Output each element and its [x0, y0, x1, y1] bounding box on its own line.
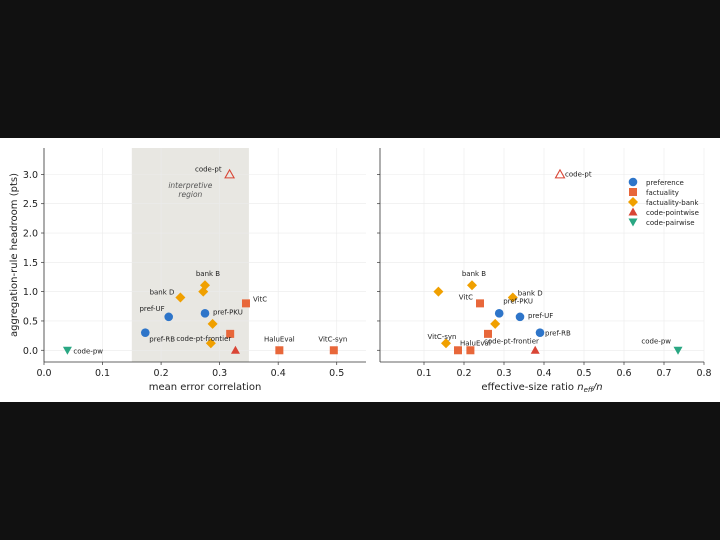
legend-marker [628, 207, 638, 216]
region-label-line1: interpretive [168, 181, 212, 190]
x-tick-label: 0.6 [616, 368, 631, 379]
x-tick-label: 0.8 [696, 368, 711, 379]
data-point [433, 286, 444, 297]
x-tick-label: 0.1 [95, 368, 110, 379]
data-point [241, 299, 250, 308]
data-point [476, 299, 484, 308]
data-point [494, 309, 504, 318]
x-tick-label: 0.2 [456, 368, 471, 379]
legend-label: code-pairwise [646, 219, 695, 227]
x-axis-label: effective-size ratio neff/n [481, 382, 602, 394]
data-point [198, 286, 209, 297]
y-tick-label: 2.5 [23, 199, 38, 210]
legend-label: factuality-bank [646, 199, 699, 207]
y-tick-label: 2.0 [23, 229, 38, 240]
point-label: bank D [150, 289, 175, 297]
point-label: pref-RB [545, 330, 571, 338]
data-point [62, 346, 72, 355]
x-tick-label: 0.5 [329, 368, 344, 379]
point-label: bank B [196, 270, 220, 278]
figure: interpretive region 0.0 0.1 0.2 0.3 0.4 0.5 0.0 0… [0, 138, 720, 402]
x-axis-label: mean error correlation [149, 382, 262, 393]
y-axis-label: aggregation-rule headroom (pts) [9, 173, 20, 337]
point-label: pref-PKU [503, 297, 533, 305]
point-label: pref-UF [528, 312, 553, 320]
y-tick-label: 1.0 [23, 287, 38, 298]
data-point [466, 346, 475, 355]
legend-marker [628, 177, 638, 187]
data-point [507, 292, 518, 303]
legend-marker [628, 218, 638, 227]
data-point [164, 312, 174, 322]
point-label: VitC [459, 293, 473, 301]
point-label: bank B [462, 270, 486, 278]
data-point [467, 280, 477, 291]
point-label: code-pt-frontier [484, 338, 539, 346]
data-point [224, 168, 236, 179]
data-point [454, 346, 462, 355]
x-tick-label: 0.0 [36, 368, 51, 379]
data-point [200, 309, 210, 318]
data-point [207, 318, 218, 329]
data-point [673, 346, 683, 355]
region-label-line2: region [178, 190, 202, 199]
data-point [140, 328, 150, 337]
x-tick-label: 0.4 [271, 368, 286, 379]
point-label: VitC [253, 295, 267, 303]
x-tick-label: 0.7 [656, 368, 671, 379]
data-point [490, 318, 501, 329]
data-point [275, 346, 284, 355]
point-label: pref-RB [149, 336, 175, 344]
x-tick-label: 0.2 [154, 368, 169, 379]
point-label: code-pt [565, 170, 592, 178]
legend-marker [628, 197, 638, 207]
point-label: code-pw [641, 337, 671, 345]
x-tick-label: 0.3 [496, 368, 511, 379]
point-label: code-pw [73, 347, 103, 355]
data-point [205, 338, 216, 349]
data-point [535, 328, 545, 337]
data-point [226, 329, 235, 338]
point-label: bank D [518, 290, 543, 298]
shaded-region [131, 148, 249, 362]
data-point [441, 338, 451, 349]
x-tick-label: 0.5 [576, 368, 591, 379]
point-label: VitC-syn [428, 333, 457, 341]
y-tick-label: 3.0 [23, 170, 38, 181]
data-point [515, 312, 525, 322]
data-point [530, 345, 540, 354]
point-label: HaluEval [264, 335, 295, 343]
x-tick-label: 0.1 [416, 368, 431, 379]
x-tick-label: 0.3 [212, 368, 227, 379]
legend-label: factuality [646, 189, 679, 197]
y-tick-label: 0.0 [23, 346, 38, 357]
data-point [329, 346, 338, 355]
point-label: pref-PKU [213, 308, 243, 316]
legend-label: code-pointwise [646, 209, 699, 217]
point-label: code-pt-frontier [176, 335, 231, 343]
data-point [484, 329, 492, 338]
data-point [175, 292, 186, 303]
point-label: HaluEval [460, 339, 491, 347]
point-label: pref-UF [139, 305, 164, 313]
point-label: code-pt [195, 165, 222, 173]
y-tick-label: 1.5 [23, 258, 38, 269]
legend-label: preference [646, 179, 684, 187]
y-tick-label: 0.5 [23, 316, 38, 327]
point-label: VitC-syn [318, 335, 347, 343]
data-point [554, 168, 566, 179]
legend-marker [629, 188, 637, 196]
x-tick-label: 0.4 [536, 368, 551, 379]
data-point [230, 345, 240, 354]
